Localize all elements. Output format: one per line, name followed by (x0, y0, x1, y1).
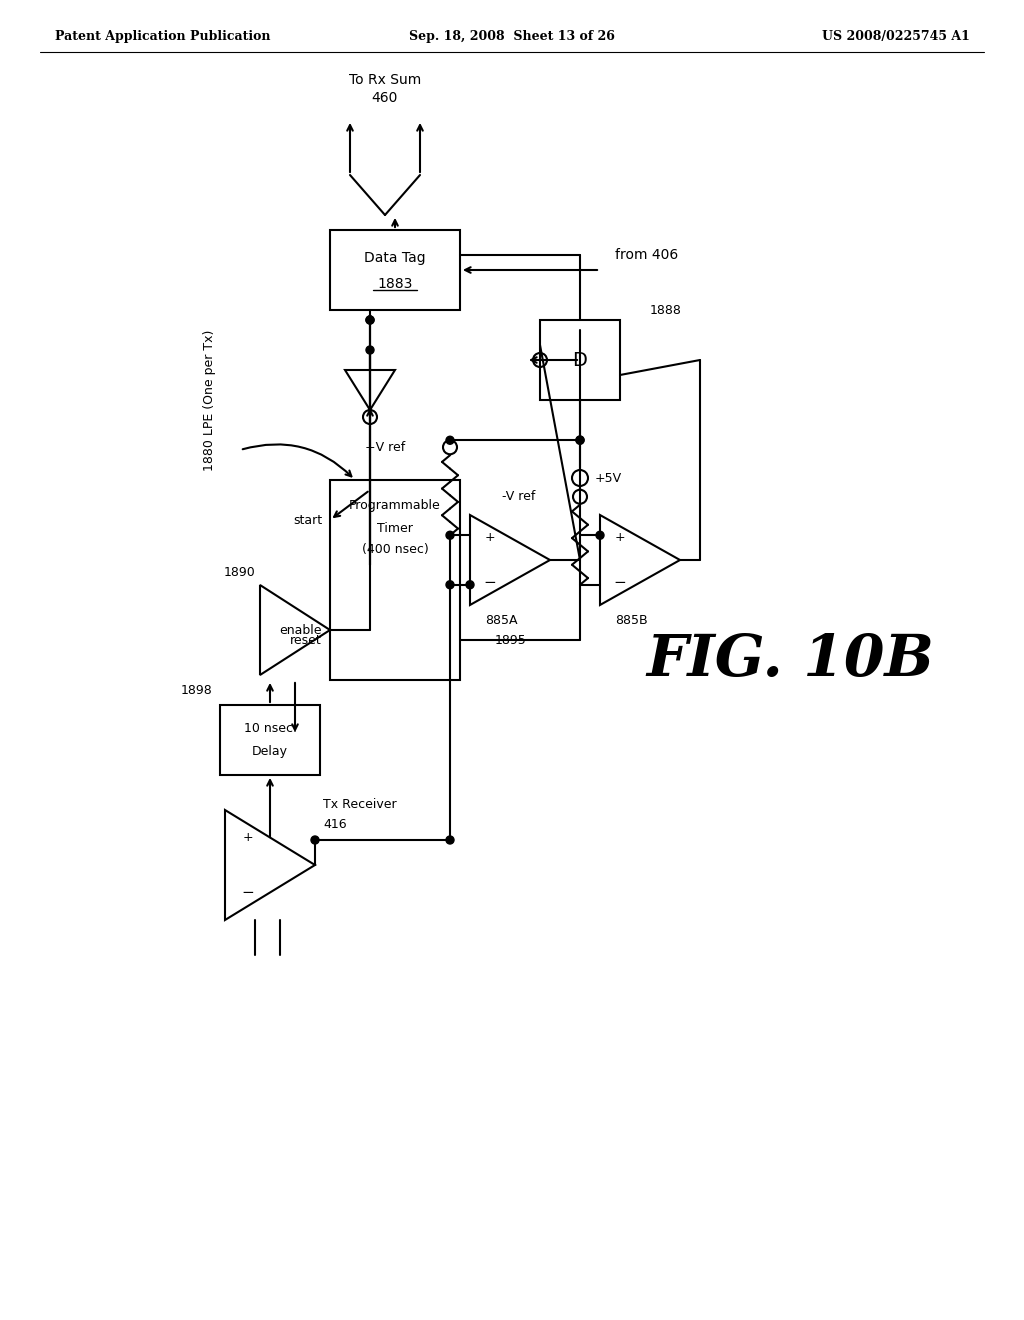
Text: +V ref: +V ref (365, 441, 406, 454)
Bar (330, 230, 460, 310)
Text: 1880 LPE (One per Tx): 1880 LPE (One per Tx) (204, 329, 216, 471)
Text: Patent Application Publication: Patent Application Publication (55, 30, 270, 44)
Circle shape (575, 436, 584, 444)
Text: 1898: 1898 (180, 684, 212, 697)
Text: 10 nsec.: 10 nsec. (244, 722, 297, 734)
Text: 885A: 885A (485, 614, 517, 627)
Bar (330, 480, 460, 680)
Text: Data Tag: Data Tag (365, 251, 426, 265)
Text: start: start (293, 513, 322, 527)
Text: 1883: 1883 (377, 277, 413, 292)
Text: +: + (243, 832, 253, 843)
Text: 885B: 885B (615, 614, 647, 627)
Text: Programmable: Programmable (349, 499, 441, 511)
Text: 460: 460 (372, 91, 398, 106)
Text: FIG. 10B: FIG. 10B (646, 632, 934, 688)
Text: −: − (613, 576, 627, 590)
Text: (400 nsec): (400 nsec) (361, 544, 428, 557)
Text: -V ref: -V ref (502, 490, 535, 503)
Text: −: − (241, 884, 254, 900)
Text: Timer: Timer (377, 521, 413, 535)
Text: Delay: Delay (252, 746, 288, 759)
Circle shape (466, 581, 474, 589)
Text: +: + (484, 531, 496, 544)
Circle shape (366, 346, 374, 354)
Text: +: + (614, 531, 626, 544)
Text: US 2008/0225745 A1: US 2008/0225745 A1 (822, 30, 970, 44)
Circle shape (366, 315, 374, 323)
Text: reset: reset (290, 634, 322, 647)
Circle shape (446, 531, 454, 540)
Bar (540, 319, 620, 400)
Circle shape (446, 436, 454, 445)
Text: from 406: from 406 (615, 248, 678, 261)
Text: 1890: 1890 (223, 566, 255, 579)
Circle shape (446, 836, 454, 843)
Text: Sep. 18, 2008  Sheet 13 of 26: Sep. 18, 2008 Sheet 13 of 26 (409, 30, 615, 44)
Circle shape (446, 581, 454, 589)
Text: 416: 416 (323, 818, 347, 832)
Text: +5V: +5V (595, 471, 623, 484)
Circle shape (366, 315, 374, 323)
Circle shape (311, 836, 319, 843)
Text: 1895: 1895 (495, 634, 526, 647)
Circle shape (596, 531, 604, 540)
Text: D: D (572, 351, 588, 370)
Circle shape (575, 436, 584, 445)
Text: −: − (483, 576, 497, 590)
Text: To Rx Sum: To Rx Sum (349, 73, 421, 87)
Text: enable: enable (280, 623, 322, 636)
Bar (220, 705, 319, 775)
Text: Tx Receiver: Tx Receiver (323, 799, 396, 812)
Text: 1888: 1888 (650, 304, 682, 317)
